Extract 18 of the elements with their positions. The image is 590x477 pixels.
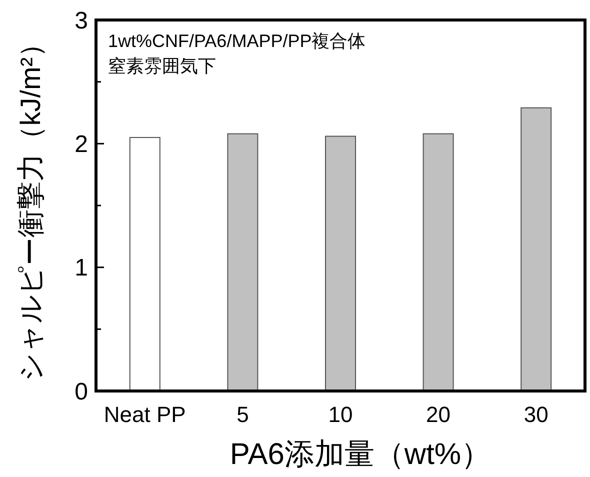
x-tick-label: 30: [524, 402, 548, 427]
x-tick-label: Neat PP: [104, 402, 186, 427]
bar: [227, 133, 258, 392]
y-axis-title: シャルピー衝撃力（kJ/m²）: [15, 29, 46, 382]
annotation: 窒素雰囲気下: [108, 56, 216, 76]
x-axis-title: PA6添加量（wt%）: [230, 438, 492, 471]
y-tick-label: 1: [74, 254, 88, 282]
x-tick-label: 5: [236, 402, 249, 427]
bar: [129, 136, 160, 392]
annotation: 1wt%CNF/PA6/MAPP/PP複合体: [108, 31, 366, 51]
bar: [422, 133, 454, 392]
x-tick-label: 10: [328, 402, 353, 427]
y-tick-label: 3: [74, 7, 88, 34]
y-tick-label: 0: [74, 378, 88, 406]
x-tick-label: 20: [426, 402, 451, 427]
y-tick-label: 2: [74, 131, 88, 158]
bar: [520, 107, 552, 392]
bar: [325, 136, 356, 392]
